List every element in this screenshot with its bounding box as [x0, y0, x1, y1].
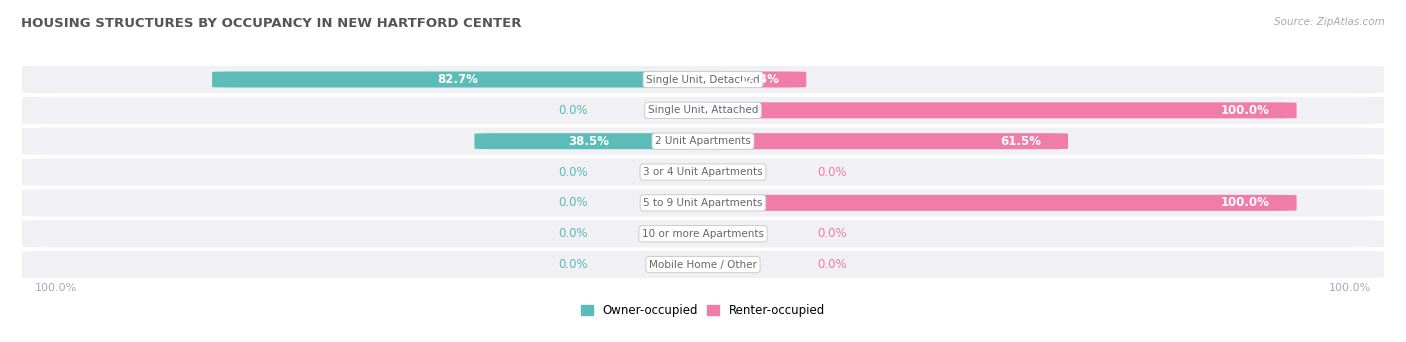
Text: 100.0%: 100.0% — [35, 283, 77, 293]
FancyBboxPatch shape — [21, 158, 1385, 186]
Text: 61.5%: 61.5% — [1000, 135, 1040, 148]
FancyBboxPatch shape — [703, 71, 806, 88]
FancyBboxPatch shape — [21, 128, 1385, 155]
Text: 38.5%: 38.5% — [568, 135, 609, 148]
Text: 0.0%: 0.0% — [558, 227, 588, 240]
Text: Mobile Home / Other: Mobile Home / Other — [650, 260, 756, 269]
Text: 0.0%: 0.0% — [558, 258, 588, 271]
Text: 0.0%: 0.0% — [818, 258, 848, 271]
Text: Source: ZipAtlas.com: Source: ZipAtlas.com — [1274, 17, 1385, 27]
FancyBboxPatch shape — [21, 220, 1385, 247]
Text: 3 or 4 Unit Apartments: 3 or 4 Unit Apartments — [643, 167, 763, 177]
Text: 0.0%: 0.0% — [558, 166, 588, 179]
FancyBboxPatch shape — [703, 102, 1296, 118]
Text: 100.0%: 100.0% — [1220, 196, 1270, 209]
Text: 10 or more Apartments: 10 or more Apartments — [643, 229, 763, 239]
Text: 0.0%: 0.0% — [558, 196, 588, 209]
FancyBboxPatch shape — [703, 195, 1296, 211]
Text: 17.4%: 17.4% — [738, 73, 779, 86]
Text: 0.0%: 0.0% — [818, 227, 848, 240]
FancyBboxPatch shape — [474, 133, 703, 149]
FancyBboxPatch shape — [212, 71, 703, 88]
Text: HOUSING STRUCTURES BY OCCUPANCY IN NEW HARTFORD CENTER: HOUSING STRUCTURES BY OCCUPANCY IN NEW H… — [21, 17, 522, 30]
Text: 82.7%: 82.7% — [437, 73, 478, 86]
FancyBboxPatch shape — [703, 133, 1069, 149]
Legend: Owner-occupied, Renter-occupied: Owner-occupied, Renter-occupied — [576, 300, 830, 322]
Text: 0.0%: 0.0% — [558, 104, 588, 117]
Text: Single Unit, Detached: Single Unit, Detached — [647, 75, 759, 84]
Text: 5 to 9 Unit Apartments: 5 to 9 Unit Apartments — [644, 198, 762, 208]
FancyBboxPatch shape — [21, 97, 1385, 124]
Text: 2 Unit Apartments: 2 Unit Apartments — [655, 136, 751, 146]
FancyBboxPatch shape — [21, 251, 1385, 278]
Text: 0.0%: 0.0% — [818, 166, 848, 179]
FancyBboxPatch shape — [21, 66, 1385, 93]
Text: 100.0%: 100.0% — [1220, 104, 1270, 117]
FancyBboxPatch shape — [21, 189, 1385, 216]
Text: 100.0%: 100.0% — [1329, 283, 1371, 293]
Text: Single Unit, Attached: Single Unit, Attached — [648, 105, 758, 115]
